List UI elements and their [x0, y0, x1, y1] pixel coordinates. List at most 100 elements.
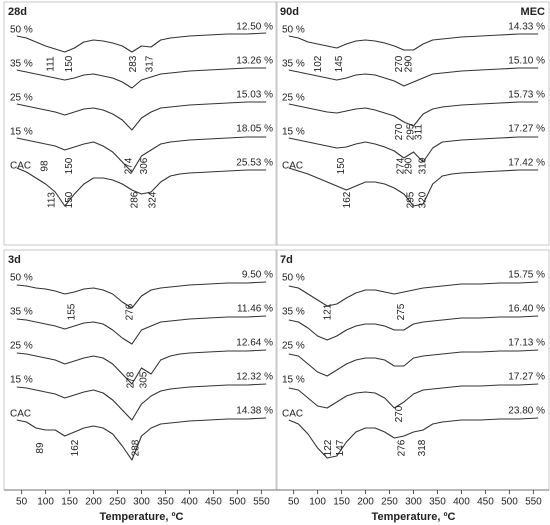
- peak-label: 319: [417, 157, 428, 174]
- series-label: 50 %: [10, 25, 33, 36]
- x-tick-label: 350: [157, 497, 174, 508]
- x-tick-label: 400: [181, 497, 198, 508]
- x-tick-label: 550: [253, 497, 270, 508]
- peak-label: 155: [67, 303, 78, 320]
- peak-label: 150: [64, 191, 75, 208]
- x-axis-label: Temperature, ºC: [372, 511, 456, 523]
- curve: [16, 167, 267, 207]
- peak-label: 122: [323, 439, 334, 456]
- series-label: 50 %: [282, 25, 305, 36]
- peak-label: 288: [130, 439, 141, 456]
- x-tick-label: 300: [133, 497, 150, 508]
- mass-loss-label: 15.75 %: [508, 270, 545, 281]
- peak-label: 305: [139, 371, 150, 388]
- mass-loss-label: 9.50 %: [242, 270, 273, 281]
- series-label: 50 %: [282, 273, 305, 284]
- series-label: 15 %: [10, 375, 33, 386]
- curve: [288, 417, 539, 459]
- mass-loss-label: 14.38 %: [236, 406, 273, 417]
- peak-label: 102: [313, 55, 324, 72]
- x-tick-label: 400: [453, 497, 470, 508]
- series-label: 35 %: [10, 59, 33, 70]
- series-label: 25 %: [10, 93, 33, 104]
- mass-loss-label: 15.73 %: [508, 90, 545, 101]
- peak-label: 270: [394, 405, 405, 422]
- x-tick-label: 50: [288, 497, 300, 508]
- mass-loss-label: 25.53 %: [236, 158, 273, 169]
- mass-loss-label: 18.05 %: [236, 124, 273, 135]
- mass-loss-label: 15.10 %: [508, 56, 545, 67]
- series-label: CAC: [282, 161, 303, 172]
- curve: [288, 67, 539, 87]
- series-label: 50 %: [10, 273, 33, 284]
- peak-label: 290: [403, 157, 414, 174]
- mass-loss-label: 13.26 %: [236, 56, 273, 67]
- peak-label: 162: [342, 191, 353, 208]
- series-label: CAC: [282, 409, 303, 420]
- peak-label: 113: [46, 192, 57, 208]
- curve: [16, 417, 267, 461]
- curve: [288, 33, 539, 51]
- peak-label: 162: [70, 439, 81, 456]
- series-label: 15 %: [10, 127, 33, 138]
- panel-title: 3d: [8, 254, 21, 266]
- mass-loss-label: 12.50 %: [236, 22, 273, 33]
- panel-title: 28d: [8, 6, 27, 18]
- x-tick-label: 500: [501, 497, 518, 508]
- x-tick-label: 100: [309, 497, 326, 508]
- panel-frame: [275, 249, 550, 491]
- peak-label: 98: [39, 160, 50, 172]
- peak-label: 318: [417, 439, 428, 456]
- panel-frame: [3, 1, 278, 246]
- peak-label: 306: [139, 157, 150, 174]
- peak-label: 121: [322, 303, 333, 320]
- curve: [16, 315, 267, 345]
- peak-label: 276: [125, 303, 136, 320]
- peak-label: 150: [336, 157, 347, 174]
- curve: [288, 136, 539, 163]
- peak-label: 276: [397, 439, 408, 456]
- series-label: 25 %: [282, 341, 305, 352]
- peak-label: 275: [396, 303, 407, 320]
- x-tick-label: 450: [477, 497, 494, 508]
- curve: [16, 383, 267, 421]
- peak-label: 286: [129, 191, 140, 208]
- x-tick-label: 250: [381, 497, 398, 508]
- series-label: CAC: [10, 409, 31, 420]
- mass-loss-label: 17.27 %: [508, 124, 545, 135]
- series-label: 25 %: [10, 341, 33, 352]
- peak-label: 145: [334, 55, 345, 72]
- mass-loss-label: 17.27 %: [508, 372, 545, 383]
- mass-loss-label: 11.46 %: [237, 304, 273, 315]
- x-tick-label: 350: [429, 497, 446, 508]
- panel-title: 90d: [280, 6, 299, 18]
- panel-annotation: MEC: [521, 6, 546, 18]
- curve: [288, 383, 539, 409]
- x-tick-label: 500: [229, 497, 246, 508]
- peak-label: 274: [396, 157, 407, 174]
- curve: [16, 136, 267, 173]
- series-label: 35 %: [282, 59, 305, 70]
- mass-loss-label: 14.33 %: [508, 22, 545, 33]
- series-label: 35 %: [10, 307, 33, 318]
- curve: [16, 281, 267, 309]
- x-tick-label: 450: [205, 497, 222, 508]
- x-tick-label: 200: [357, 497, 374, 508]
- peak-label: 150: [64, 157, 75, 174]
- x-axis-label: Temperature, ºC: [100, 511, 184, 523]
- x-tick-label: 250: [109, 497, 126, 508]
- curve: [288, 167, 539, 207]
- peak-label: 278: [126, 371, 137, 388]
- peak-label: 295: [406, 123, 417, 140]
- peak-label: 320: [418, 191, 429, 208]
- mass-loss-label: 17.13 %: [508, 338, 545, 349]
- mass-loss-label: 15.03 %: [236, 90, 273, 101]
- peak-label: 290: [403, 55, 414, 72]
- peak-label: 274: [124, 157, 135, 174]
- peak-label: 295: [406, 191, 417, 208]
- panel-frame: [275, 1, 550, 246]
- curve: [16, 67, 267, 89]
- series-label: 15 %: [282, 375, 305, 386]
